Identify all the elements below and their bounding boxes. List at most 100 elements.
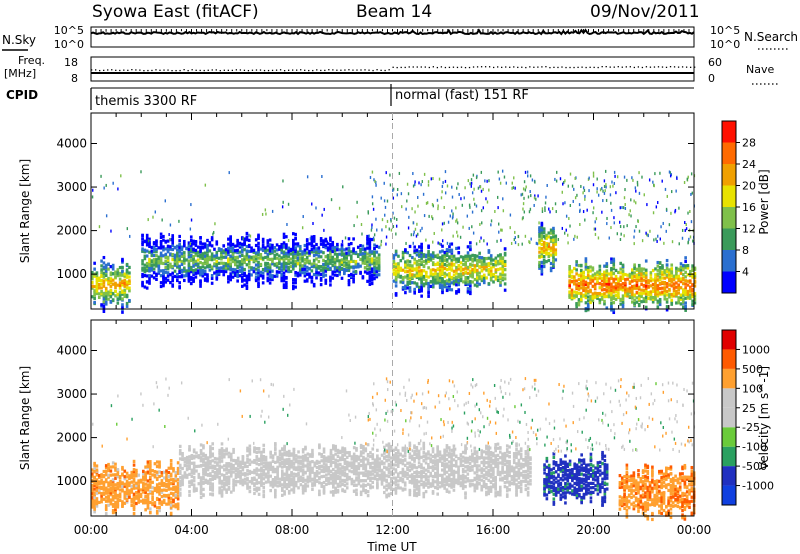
power-cell: [448, 272, 451, 276]
power-cell: [322, 262, 325, 266]
power-cell: [164, 276, 168, 281]
power-cell: [109, 284, 113, 288]
velocity-cell: [165, 494, 168, 498]
velocity-cell: [192, 483, 196, 487]
velocity-cell: [153, 462, 157, 466]
power-cell: [220, 248, 223, 252]
power-cell: [427, 244, 430, 248]
power-cell: [459, 272, 463, 276]
nave-point: [677, 66, 680, 68]
power-cell: [663, 269, 667, 273]
power-cell: [294, 247, 297, 252]
power-cell: [326, 242, 330, 246]
power-cell: [579, 297, 583, 302]
velocity-cell: [93, 481, 96, 485]
power-cell: [354, 262, 358, 266]
power-cell: [656, 268, 660, 272]
power-cell: [431, 217, 434, 221]
velocity-cell: [239, 481, 242, 485]
power-cell: [672, 282, 676, 286]
velocity-cell: [199, 488, 203, 492]
power-cell: [665, 293, 669, 297]
power-cell: [662, 221, 664, 225]
velocity-cell: [123, 475, 127, 479]
power-cell: [575, 285, 578, 289]
power-cell: [482, 187, 484, 191]
nave-point: [456, 66, 459, 69]
power-cell: [545, 195, 547, 199]
power-cell: [679, 297, 683, 301]
power-cell: [451, 185, 453, 189]
power-cell: [686, 266, 690, 270]
power-cell: [340, 262, 344, 267]
power-cell: [547, 254, 551, 259]
velocity-cell: [91, 505, 94, 509]
power-cell: [644, 276, 648, 280]
velocity-cell: [114, 503, 117, 507]
velocity-cell: [241, 455, 245, 459]
velocity-cell: [100, 491, 103, 496]
power-cell: [586, 270, 590, 275]
power-cell: [210, 267, 214, 271]
power-cell: [278, 247, 281, 251]
power-cell: [542, 240, 546, 245]
power-cell: [497, 170, 499, 174]
power-cell: [347, 248, 351, 252]
power-cell: [535, 197, 537, 201]
power-cell: [238, 250, 242, 254]
power-cell: [471, 275, 474, 279]
power-cell: [441, 190, 443, 194]
power-cell: [487, 262, 491, 266]
nave-top-tick: 60: [708, 56, 722, 69]
velocity-cell: [211, 466, 215, 470]
power-cell: [222, 249, 226, 253]
power-cell: [420, 271, 423, 275]
power-cell: [651, 286, 655, 290]
nave-point: [432, 66, 434, 68]
velocity-cell: [216, 461, 219, 465]
power-cell: [605, 288, 609, 293]
power-cell: [95, 284, 99, 288]
power-cell: [600, 276, 604, 280]
power-cell: [598, 276, 602, 280]
power-cell: [642, 271, 646, 275]
power-cell: [417, 204, 419, 208]
power-cell: [238, 245, 242, 249]
velocity-cell: [192, 471, 196, 475]
power-cell: [637, 219, 639, 223]
power-cell: [91, 295, 94, 299]
power-cell: [171, 271, 175, 275]
power-cell: [431, 272, 435, 276]
power-cell: [637, 269, 641, 273]
power-cell: [395, 232, 397, 236]
power-cell: [445, 248, 449, 252]
power-cell: [530, 237, 532, 241]
power-cell: [102, 281, 106, 285]
nave-point: [171, 69, 173, 72]
power-cell: [268, 263, 272, 267]
power-cell: [324, 269, 328, 273]
power-cell: [591, 294, 595, 298]
power-cell: [594, 220, 596, 224]
power-cell: [245, 235, 249, 239]
power-cell: [159, 258, 163, 263]
power-cell: [298, 256, 302, 260]
power-cell: [478, 265, 481, 269]
velocity-cell: [114, 491, 117, 495]
power-cell: [490, 219, 493, 223]
power-cell: [415, 266, 419, 270]
velocity-cell: [253, 448, 256, 453]
velocity-cell: [218, 471, 221, 475]
velocity-cell: [144, 482, 147, 486]
power-cell: [227, 252, 230, 257]
nave-point: [167, 69, 169, 71]
velocity-cell: [128, 476, 131, 481]
power-cell: [542, 230, 546, 235]
power-cell: [215, 240, 219, 244]
velocity-cell: [204, 457, 208, 461]
power-cell: [549, 228, 553, 232]
power-cell: [326, 257, 330, 261]
velocity-cell: [135, 494, 138, 498]
nave-point: [521, 66, 523, 68]
power-cell: [319, 276, 323, 281]
